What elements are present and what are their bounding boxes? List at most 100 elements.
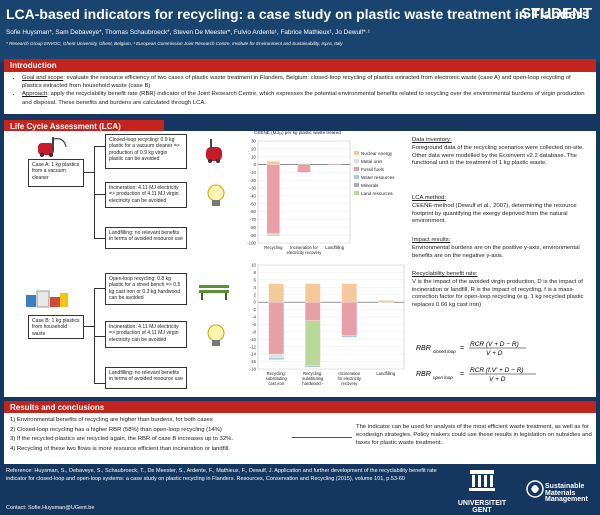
formula2-num: RCR (f.V′ + D − R) bbox=[470, 367, 524, 374]
y-tick-label: 8 bbox=[254, 270, 257, 275]
poster-title: LCA-based indicators for recycling: a ca… bbox=[6, 6, 590, 22]
lightbulb-icon-b bbox=[207, 324, 225, 346]
x-tick-label: Recycling bbox=[264, 245, 283, 250]
x-tick-label: for electricity bbox=[337, 376, 361, 381]
smm-leaf-icon bbox=[526, 480, 544, 498]
y-tick-label: -14 bbox=[250, 352, 257, 357]
affiliations: * Research Group ENVOC, Ghent University… bbox=[6, 41, 343, 46]
bar-segment bbox=[304, 365, 321, 368]
legend-swatch bbox=[354, 183, 359, 187]
ugent-crest-icon bbox=[469, 470, 495, 491]
formula2-lhs: RBR bbox=[416, 371, 431, 378]
case-b-landfill-box: Landfilling: no relevant benefits in ter… bbox=[105, 367, 187, 389]
bar-segment bbox=[377, 300, 394, 303]
y-tick-label: -4 bbox=[252, 315, 256, 320]
legend-label: Fossil fuels bbox=[361, 167, 385, 172]
chart-1: 30 20 10 0 -10 -20 -30 -40 -50 -60 -70 -80 -90 -100 Re… bbox=[247, 139, 395, 255]
goal-label: Goal and scope bbox=[22, 75, 64, 81]
impact-label: Impact results: bbox=[412, 237, 451, 243]
bar-segment bbox=[304, 283, 321, 303]
y-tick-label: -80 bbox=[250, 225, 257, 230]
vacuum-product-icon bbox=[206, 139, 222, 163]
bar-segment bbox=[341, 283, 358, 303]
bar-segment bbox=[297, 164, 311, 173]
chart1-title: CEENE (MJₑₓ) per kg plastic waste treate… bbox=[254, 130, 341, 135]
approach-text: : apply the recyclability benefit rate (… bbox=[22, 91, 585, 106]
y-tick-label: -100 bbox=[247, 241, 256, 246]
y-tick-label: 20 bbox=[251, 146, 256, 151]
results-note: The indicator can be used for analysis o… bbox=[356, 424, 592, 446]
impact-block: Impact results: Environmental burdens ar… bbox=[412, 237, 590, 260]
y-tick-label: -10 bbox=[250, 337, 257, 342]
y-tick-label: 0 bbox=[254, 300, 257, 305]
bar-segment bbox=[266, 164, 280, 234]
method-text: CEENE-method (Dewulf et al., 2007), dete… bbox=[412, 202, 577, 225]
case-b-box: Case B: 1 kg plastics from household was… bbox=[28, 315, 84, 339]
case-b-incineration-box: Incineration: 4.11 MJ electricity => pro… bbox=[105, 321, 187, 348]
y-tick-label: -12 bbox=[250, 344, 257, 349]
rbr-block: Recyclability benefit rate: V is the imp… bbox=[412, 271, 590, 310]
legend-swatch bbox=[354, 151, 359, 155]
result-item-4: 4) Recycling of these two flows is more … bbox=[10, 445, 230, 452]
x-tick-label: Landfilling bbox=[376, 371, 396, 376]
legend-swatch bbox=[354, 159, 359, 163]
x-tick-label: Incineration for bbox=[290, 245, 318, 250]
svg-text:=: = bbox=[460, 345, 464, 352]
x-tick-label: Recycling: bbox=[303, 371, 322, 376]
svg-text:=: = bbox=[460, 371, 464, 378]
impact-text: Environmental burdens are on the positiv… bbox=[412, 244, 580, 259]
legend-label: Minerals bbox=[361, 183, 379, 188]
x-tick-label: cast iron bbox=[268, 381, 284, 386]
formula1-sub: closed loop bbox=[433, 349, 456, 354]
smm-logo-text: Sustainable Materials Management bbox=[545, 483, 588, 504]
bar-segment bbox=[268, 353, 285, 359]
x-tick-label: substituting bbox=[266, 376, 288, 381]
ugent-logo-text: UNIVERSITEIT GENT bbox=[457, 500, 507, 514]
legend-label: Metal ores bbox=[361, 159, 383, 164]
bar-segment bbox=[266, 234, 280, 237]
contact-link[interactable]: Contact: Sofie.Huysman@UGent.be bbox=[6, 505, 95, 511]
legend-label: Nuclear energy bbox=[361, 151, 393, 156]
y-tick-label: 10 bbox=[251, 263, 256, 268]
bar-segment bbox=[268, 301, 285, 355]
formula1-lhs: RBR bbox=[416, 345, 431, 352]
bar-segment bbox=[304, 320, 321, 366]
bar-segment bbox=[268, 283, 285, 303]
y-tick-label: -10 bbox=[250, 170, 257, 175]
results-divider bbox=[292, 437, 352, 438]
bar-segment bbox=[266, 161, 280, 165]
legend-label: Water resources bbox=[361, 175, 395, 180]
bench-icon bbox=[199, 285, 229, 300]
y-tick-label: -6 bbox=[252, 322, 256, 327]
approach-label: Approach bbox=[22, 91, 48, 98]
y-tick-label: -8 bbox=[252, 329, 256, 334]
legend-swatch bbox=[354, 167, 359, 171]
lightbulb-icon bbox=[207, 184, 225, 206]
bar-segment bbox=[328, 163, 342, 165]
bar-segment bbox=[341, 335, 358, 338]
results-heading: Results and conclusions bbox=[4, 401, 596, 414]
rbr-label: Recyclability benefit rate: bbox=[412, 271, 478, 277]
goal-item: Goal and scope: evaluate the resource ef… bbox=[22, 74, 588, 90]
y-tick-label: -60 bbox=[250, 209, 257, 214]
case-a-incineration-box: Incineration: 4.11 MJ electricity => pro… bbox=[105, 182, 187, 208]
y-tick-label: 6 bbox=[254, 277, 257, 282]
result-item-1: 1) Environmental benefits of recycling a… bbox=[10, 417, 213, 423]
results-list: 1) Environmental benefits of recycling a… bbox=[10, 416, 330, 454]
case-b-recycling-box: Open-loop recycling: 0.8 kg plastic for … bbox=[105, 273, 187, 305]
y-tick-label: -70 bbox=[250, 217, 257, 222]
inventory-label: Data inventory: bbox=[412, 137, 452, 143]
intro-panel: Goal and scope: evaluate the resource ef… bbox=[4, 72, 596, 114]
plastic-waste-icon bbox=[26, 290, 68, 308]
case-a-box: Case A: 1 kg plastics from a vacuum clea… bbox=[28, 159, 84, 187]
y-tick-label: 4 bbox=[254, 285, 257, 290]
y-tick-label: 30 bbox=[251, 139, 256, 144]
bar-segment bbox=[266, 160, 280, 162]
x-tick-label: Landfilling bbox=[325, 245, 345, 250]
x-tick-label: hardwood - bbox=[302, 381, 324, 386]
lca-panel: Case A: 1 kg plastics from a vacuum clea… bbox=[4, 130, 596, 397]
x-tick-label: recovery bbox=[341, 381, 358, 386]
chart-2: 10 8 6 4 2 0 -2 -4 -6 -8 -10 -12 -14 -16 -18 Recycling:… bbox=[250, 263, 405, 386]
x-tick-label: Incineration bbox=[338, 371, 360, 376]
method-block: LCA method: CEENE-method (Dewulf et al.,… bbox=[412, 195, 590, 226]
